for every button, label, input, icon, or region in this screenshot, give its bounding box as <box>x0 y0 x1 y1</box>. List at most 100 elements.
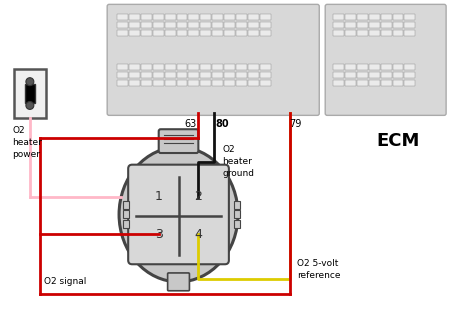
Bar <box>345 14 356 20</box>
Bar <box>345 30 356 36</box>
Bar <box>164 80 175 86</box>
Bar <box>129 64 140 70</box>
Text: 2: 2 <box>194 190 202 203</box>
Bar <box>189 22 200 28</box>
Text: O2 signal: O2 signal <box>44 277 86 286</box>
Bar <box>212 14 223 20</box>
Bar <box>164 72 175 78</box>
Bar <box>117 64 128 70</box>
Bar <box>117 14 128 20</box>
Bar <box>381 64 392 70</box>
Bar <box>260 80 271 86</box>
Bar <box>381 80 392 86</box>
Bar <box>123 220 129 228</box>
Text: 79: 79 <box>290 119 302 129</box>
Bar <box>224 30 235 36</box>
Bar <box>369 22 380 28</box>
Bar <box>404 30 415 36</box>
Bar <box>201 14 211 20</box>
Bar <box>369 64 380 70</box>
Bar <box>333 64 344 70</box>
Ellipse shape <box>119 147 238 282</box>
FancyBboxPatch shape <box>107 4 319 115</box>
Bar <box>212 22 223 28</box>
Bar <box>248 72 259 78</box>
Text: 1: 1 <box>155 190 163 203</box>
Bar <box>189 14 200 20</box>
Bar <box>141 30 152 36</box>
Bar <box>224 22 235 28</box>
Bar <box>117 30 128 36</box>
Bar <box>212 80 223 86</box>
Bar <box>234 220 240 228</box>
Bar <box>333 14 344 20</box>
Bar <box>248 14 259 20</box>
Bar <box>369 80 380 86</box>
Bar <box>392 64 403 70</box>
Bar <box>164 14 175 20</box>
Bar <box>248 80 259 86</box>
Bar <box>201 72 211 78</box>
Bar <box>117 80 128 86</box>
Bar <box>129 30 140 36</box>
Bar <box>345 72 356 78</box>
Bar <box>260 30 271 36</box>
Bar <box>236 22 247 28</box>
Bar <box>357 14 368 20</box>
Bar <box>25 84 35 104</box>
Bar <box>224 64 235 70</box>
Bar <box>369 72 380 78</box>
Bar <box>117 22 128 28</box>
Bar <box>404 64 415 70</box>
Bar <box>224 14 235 20</box>
Bar <box>345 80 356 86</box>
Bar <box>404 22 415 28</box>
Bar <box>224 80 235 86</box>
Bar <box>260 14 271 20</box>
Bar <box>333 30 344 36</box>
Bar <box>369 30 380 36</box>
Bar <box>141 80 152 86</box>
Bar <box>153 14 164 20</box>
Bar <box>357 30 368 36</box>
Bar <box>357 22 368 28</box>
Bar <box>129 72 140 78</box>
Bar <box>236 30 247 36</box>
Bar <box>392 72 403 78</box>
Bar <box>123 210 129 219</box>
Bar <box>260 72 271 78</box>
Bar <box>141 14 152 20</box>
Bar <box>224 72 235 78</box>
Bar <box>176 72 187 78</box>
Bar <box>333 80 344 86</box>
Bar <box>153 22 164 28</box>
Bar <box>164 64 175 70</box>
Bar <box>153 64 164 70</box>
Bar <box>164 22 175 28</box>
Bar <box>236 72 247 78</box>
Bar <box>153 80 164 86</box>
Bar <box>404 80 415 86</box>
Bar <box>369 14 380 20</box>
Bar <box>212 72 223 78</box>
Bar <box>260 64 271 70</box>
Bar <box>260 22 271 28</box>
Circle shape <box>26 78 34 86</box>
Bar <box>123 201 129 209</box>
Bar <box>164 30 175 36</box>
Bar <box>345 64 356 70</box>
Bar <box>176 64 187 70</box>
Bar <box>357 72 368 78</box>
Bar <box>141 72 152 78</box>
Bar <box>392 22 403 28</box>
Bar <box>248 30 259 36</box>
Bar <box>357 64 368 70</box>
Text: 4: 4 <box>194 228 202 241</box>
Bar <box>153 72 164 78</box>
Bar <box>236 14 247 20</box>
FancyBboxPatch shape <box>168 273 190 291</box>
Bar <box>212 64 223 70</box>
Text: 63: 63 <box>184 119 196 129</box>
Bar <box>176 80 187 86</box>
FancyBboxPatch shape <box>325 4 446 115</box>
